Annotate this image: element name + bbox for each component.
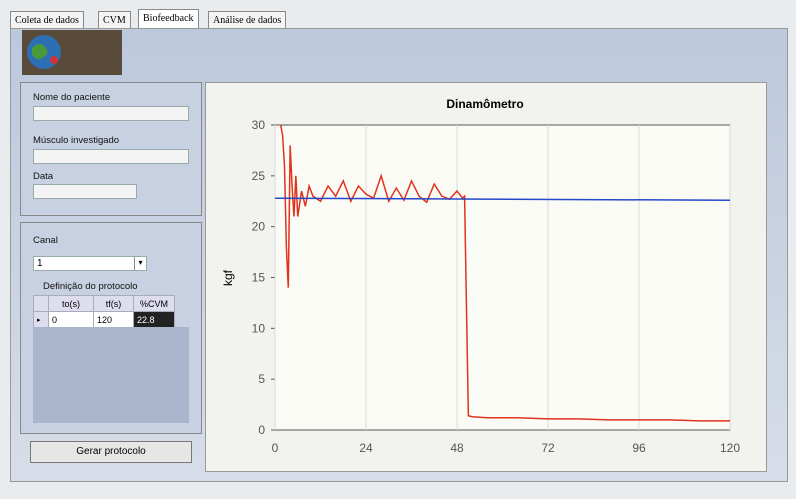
y-tick-label: 20 [252,220,266,234]
x-tick-label: 96 [632,441,646,455]
column-header: %CVM [133,295,175,312]
y-tick-label: 25 [252,169,266,183]
tab[interactable]: Biofeedback [138,9,199,29]
x-tick-label: 120 [720,441,740,455]
label: Definição do protocolo [43,281,138,292]
cell[interactable]: 22.8 [133,311,175,328]
y-axis-label: kgf [221,269,235,286]
tab[interactable]: Coleta de dados [10,11,84,29]
patient-group: Nome do paciente Músculo investigado Dat… [20,82,202,216]
protocol-group: Canal 1 ▾ Definição do protocolo to(s) t… [20,222,202,434]
y-tick-label: 5 [258,372,265,386]
button[interactable]: Gerar protocolo [30,441,192,463]
x-tick-label: 48 [450,441,464,455]
x-tick-label: 72 [541,441,555,455]
y-tick-label: 10 [252,321,266,335]
x-tick-label: 24 [359,441,373,455]
tab[interactable]: CVM [98,11,131,29]
data-line [279,124,730,422]
label: Nome do paciente [33,92,111,103]
chart-title: Dinamômetro [446,97,523,111]
table-empty-area [33,327,189,423]
y-tick-label: 0 [258,423,265,437]
column-header: to(s) [48,295,94,312]
tab[interactable]: Análise de dados [208,11,287,29]
label: Canal [33,235,58,246]
plot-area [274,124,731,431]
text-box[interactable] [33,106,189,121]
y-tick-label: 15 [252,271,266,285]
data-line [274,197,731,201]
logo-image [22,30,122,75]
x-tick-label: 0 [272,441,279,455]
label: Data [33,171,54,182]
y-tick-label: 30 [252,118,266,132]
combo-value: 1 [37,258,43,269]
combo-box[interactable]: 1 ▾ [33,256,147,271]
text-box[interactable] [33,184,137,199]
label: Músculo investigado [33,135,120,146]
dropdown-arrow[interactable]: ▾ [134,257,146,270]
column-header: tf(s) [93,295,134,312]
text-box[interactable] [33,149,189,164]
